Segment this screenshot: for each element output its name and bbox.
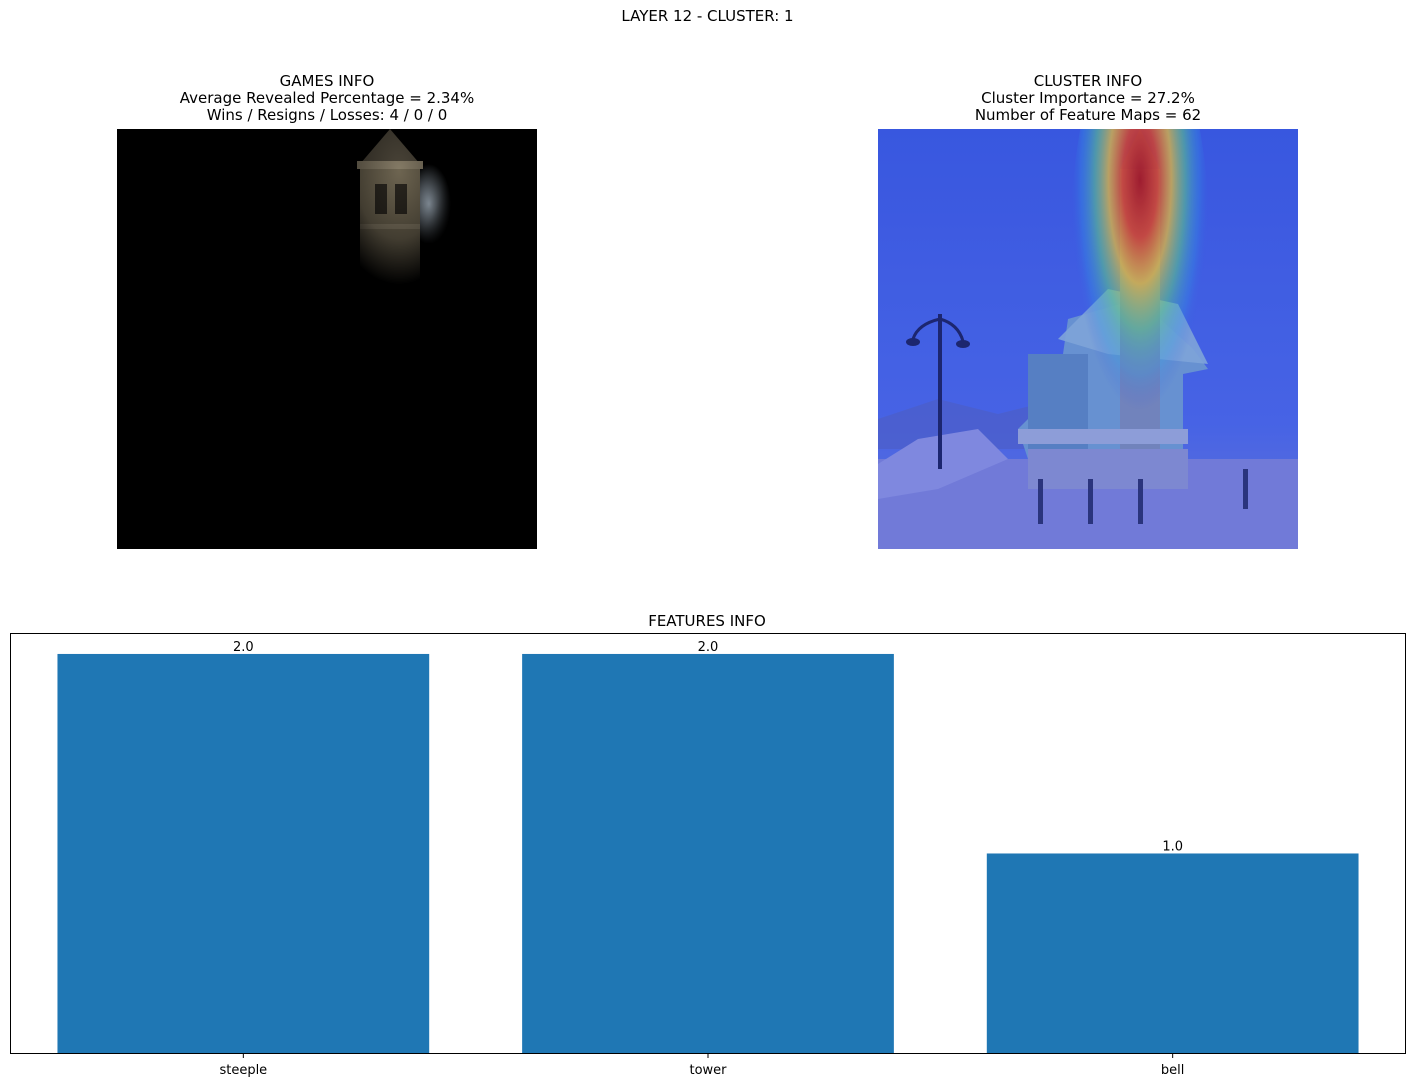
- figure-title: LAYER 12 - CLUSTER: 1: [621, 7, 794, 25]
- revealed-image-drawing: [357, 129, 451, 304]
- heatmap-image-drawing: [878, 129, 1298, 549]
- bar-steeple: [57, 653, 430, 1053]
- bar-value-labels: 2.0 2.0 1.0: [233, 640, 1183, 855]
- cluster-info-title: CLUSTER INFO: [1033, 72, 1143, 90]
- bar-value-label-steeple: 2.0: [233, 640, 254, 655]
- games-info-title: GAMES INFO: [279, 72, 375, 90]
- heatmap-image: [878, 129, 1298, 549]
- bar-tower: [522, 653, 894, 1053]
- x-tick-label-steeple: steeple: [219, 1063, 267, 1078]
- plot-frame: [10, 633, 1406, 1054]
- bar-value-label-tower: 2.0: [698, 640, 719, 655]
- x-axis-ticks: steeple tower bell: [219, 1053, 1184, 1078]
- feature-map-count: Number of Feature Maps = 62: [974, 106, 1202, 124]
- games-info-wins-resigns-losses: Wins / Resigns / Losses: 4 / 0 / 0: [206, 106, 448, 124]
- bar-value-label-bell: 1.0: [1162, 839, 1183, 854]
- chart-title: FEATURES INFO: [648, 612, 766, 630]
- revealed-image: [117, 129, 537, 549]
- bar-bell: [986, 853, 1359, 1053]
- x-tick-label-bell: bell: [1161, 1063, 1184, 1078]
- cluster-info-title-block: CLUSTER INFO Cluster Importance = 27.2% …: [878, 73, 1298, 124]
- cluster-importance: Cluster Importance = 27.2%: [981, 89, 1195, 107]
- x-tick-label-tower: tower: [689, 1063, 727, 1078]
- games-info-revealed-percentage: Average Revealed Percentage = 2.34%: [179, 89, 475, 107]
- games-info-title-block: GAMES INFO Average Revealed Percentage =…: [117, 73, 537, 124]
- bar-group: [57, 653, 1359, 1053]
